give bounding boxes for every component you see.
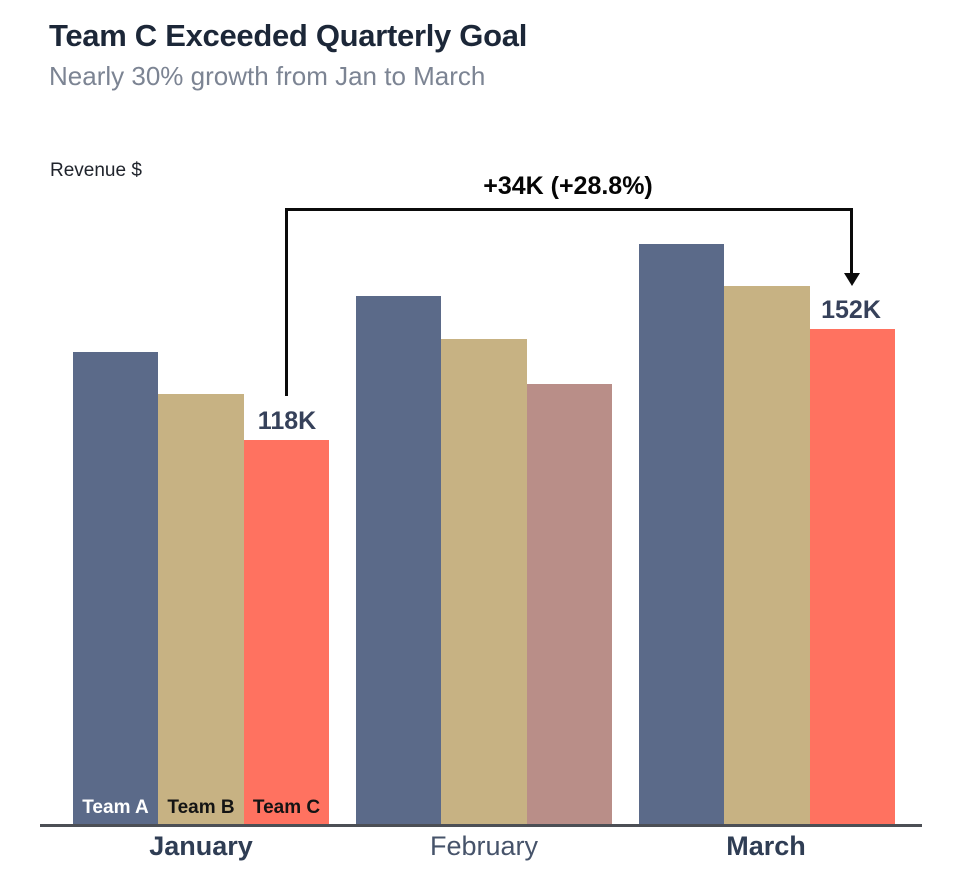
x-axis-label-march: March: [726, 831, 806, 861]
x-axis-line: [40, 824, 922, 827]
value-label-mar-team-c: 152K: [821, 296, 881, 324]
growth-annotation-label: +34K (+28.8%): [483, 172, 653, 200]
y-axis-label: Revenue $: [50, 160, 142, 181]
page-subtitle: Nearly 30% growth from Jan to March: [49, 61, 486, 91]
legend-team-c: Team C: [252, 797, 321, 818]
growth-bracket-horizontal-line: [285, 208, 853, 211]
bar-february-team-a: [356, 296, 442, 826]
bar-march-team-b: [724, 286, 810, 826]
page-title: Team C Exceeded Quarterly Goal: [49, 18, 528, 53]
value-label-jan-team-c: 118K: [257, 407, 317, 435]
x-axis-label-february: February: [429, 831, 539, 861]
growth-arrow-down-icon: [844, 273, 860, 286]
bar-march-team-c: [809, 329, 895, 826]
bar-february-team-b: [441, 339, 527, 826]
growth-bracket-right-line: [850, 208, 853, 274]
bar-january-team-a: [73, 352, 159, 826]
bar-january-team-b: [158, 394, 244, 826]
bar-february-team-c: [526, 384, 612, 826]
bar-january-team-c: [243, 440, 329, 826]
x-axis-label-january: January: [149, 831, 253, 861]
bar-march-team-a: [639, 244, 725, 826]
legend-team-b: Team B: [167, 797, 235, 818]
growth-bracket-left-line: [285, 208, 288, 396]
legend-team-a: Team A: [82, 797, 149, 818]
